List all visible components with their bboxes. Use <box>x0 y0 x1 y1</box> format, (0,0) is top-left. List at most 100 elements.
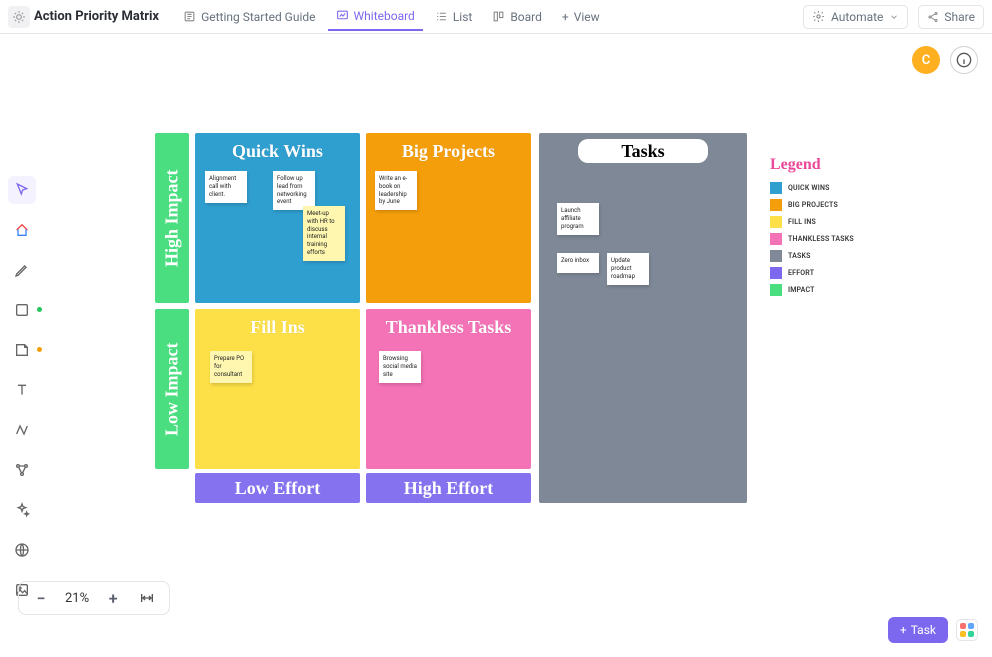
quadrant-fill-ins[interactable]: Fill Ins <box>195 309 360 469</box>
sticky-note[interactable]: Zero inbox <box>557 253 599 273</box>
view-list[interactable]: List <box>427 4 481 30</box>
legend-swatch <box>770 199 782 211</box>
user-avatar[interactable]: C <box>912 46 940 74</box>
left-toolbar <box>8 176 36 604</box>
sticky-note[interactable]: Alignment call with client. <box>205 171 247 203</box>
ai-tool[interactable] <box>8 496 36 524</box>
axis-text: Low Impact <box>162 342 183 436</box>
task-button-label: Task <box>911 623 936 637</box>
automate-label: Automate <box>831 10 883 24</box>
relations-tool[interactable] <box>8 456 36 484</box>
legend-row: EFFORT <box>770 267 880 279</box>
connector-tool[interactable] <box>8 416 36 444</box>
app-dot <box>968 623 974 629</box>
page-title: Action Priority Matrix <box>34 9 159 24</box>
zoom-controls: − 21% + <box>18 581 170 615</box>
bottom-right-bar: + Task <box>888 617 978 643</box>
sticky-note[interactable]: Write an e-book on leadership by June <box>375 171 417 210</box>
top-bar: Action Priority Matrix Getting Started G… <box>0 0 992 34</box>
quadrant-title: Quick Wins <box>195 133 360 162</box>
pointer-icon <box>14 182 30 198</box>
space-logo-icon[interactable] <box>8 6 30 28</box>
web-tool[interactable] <box>8 536 36 564</box>
zoom-out-button[interactable]: − <box>31 588 51 608</box>
text-tool[interactable] <box>8 376 36 404</box>
automate-button[interactable]: Automate <box>803 5 908 29</box>
view-board[interactable]: Board <box>484 4 550 30</box>
nodes-icon <box>14 462 30 478</box>
pen-tool[interactable] <box>8 256 36 284</box>
sticky-note[interactable]: Browsing social media site <box>379 351 421 383</box>
tasks-panel[interactable]: Tasks <box>539 133 747 503</box>
legend-label: IMPACT <box>788 286 815 294</box>
square-icon <box>14 302 30 318</box>
shape-tool[interactable] <box>8 296 36 324</box>
legend-swatch <box>770 233 782 245</box>
fit-width-icon <box>139 590 155 606</box>
add-view-label: View <box>574 10 600 24</box>
color-dot <box>37 307 42 312</box>
legend-row: BIG PROJECTS <box>770 199 880 211</box>
quadrant-title: Big Projects <box>366 133 531 162</box>
legend-row: THANKLESS TASKS <box>770 233 880 245</box>
globe-icon <box>14 542 30 558</box>
chevron-down-icon <box>889 12 899 22</box>
presence-bar: C <box>912 46 978 74</box>
axis-text: High Impact <box>162 169 183 267</box>
legend-label: EFFORT <box>788 269 814 277</box>
axis-low-effort: Low Effort <box>195 473 360 503</box>
zoom-fit-button[interactable] <box>137 588 157 608</box>
legend-label: QUICK WINS <box>788 184 830 192</box>
view-getting-started[interactable]: Getting Started Guide <box>175 4 323 30</box>
legend-row: QUICK WINS <box>770 182 880 194</box>
app-dot <box>960 631 966 637</box>
view-label: List <box>453 10 473 24</box>
app-dot <box>968 631 974 637</box>
sticky-note[interactable]: Update product roadmap <box>607 253 649 285</box>
pen-icon <box>14 262 30 278</box>
add-view[interactable]: + View <box>554 4 608 30</box>
apps-button[interactable] <box>956 619 978 641</box>
plus-icon: + <box>900 623 907 637</box>
share-button[interactable]: Share <box>918 5 984 29</box>
sparkles-icon <box>14 502 30 518</box>
legend-swatch <box>770 182 782 194</box>
share-icon <box>927 11 939 23</box>
axis-text: High Effort <box>404 478 494 499</box>
sticky-tool[interactable] <box>8 336 36 364</box>
axis-high-impact: High Impact <box>155 133 189 303</box>
share-label: Share <box>944 10 975 24</box>
home-icon <box>14 222 30 238</box>
quadrant-title: Fill Ins <box>195 309 360 338</box>
legend-swatch <box>770 267 782 279</box>
sticky-note[interactable]: Launch affiliate program <box>557 203 599 235</box>
sticky-note-icon <box>14 342 30 358</box>
zoom-in-button[interactable]: + <box>103 588 123 608</box>
axis-text: Low Effort <box>235 478 320 499</box>
legend-swatch <box>770 284 782 296</box>
plus-icon: + <box>562 10 569 24</box>
text-icon <box>14 382 30 398</box>
color-dot <box>37 347 42 352</box>
legend-title: Legend <box>770 156 880 174</box>
color-dot <box>37 267 42 272</box>
sticky-note[interactable]: Meet-up with HR to discuss internal trai… <box>303 206 345 261</box>
sticky-note[interactable]: Prepare PO for consultant <box>210 351 252 383</box>
view-label: Whiteboard <box>354 9 415 23</box>
axis-high-effort: High Effort <box>366 473 531 503</box>
app-dot <box>960 623 966 629</box>
info-button[interactable] <box>950 46 978 74</box>
new-task-button[interactable]: + Task <box>888 617 948 643</box>
tasks-title: Tasks <box>621 141 664 162</box>
pointer-tool[interactable] <box>8 176 36 204</box>
quadrant-big-projects[interactable]: Big Projects <box>366 133 531 303</box>
sticky-note[interactable]: Follow up lead from networking event <box>273 171 315 210</box>
quadrant-thankless[interactable]: Thankless Tasks <box>366 309 531 469</box>
legend-label: TASKS <box>788 252 811 260</box>
legend-label: BIG PROJECTS <box>788 201 838 209</box>
connector-icon <box>14 422 30 438</box>
legend-row: IMPACT <box>770 284 880 296</box>
home-tool[interactable] <box>8 216 36 244</box>
legend-row: FILL INS <box>770 216 880 228</box>
view-whiteboard[interactable]: Whiteboard <box>328 3 423 31</box>
